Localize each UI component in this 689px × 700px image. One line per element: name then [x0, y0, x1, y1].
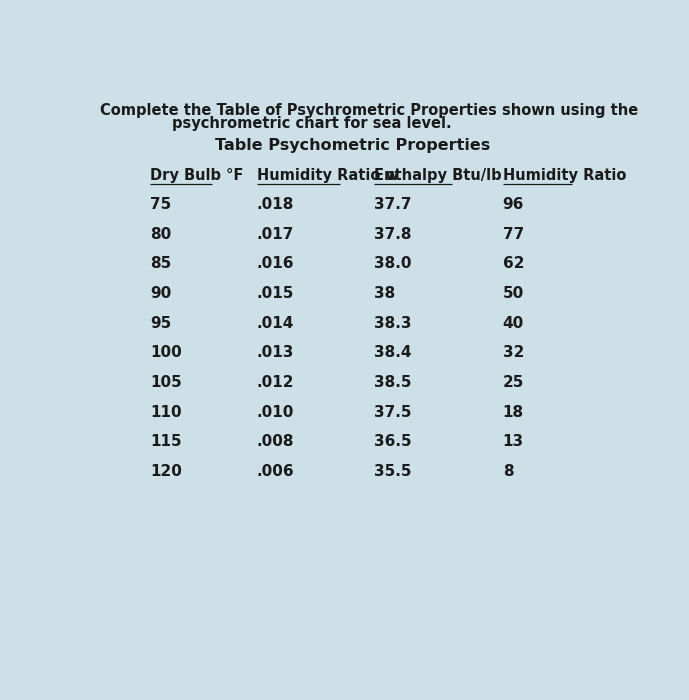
Text: 35.5: 35.5	[375, 464, 412, 479]
Text: Dry Bulb °F: Dry Bulb °F	[150, 167, 244, 183]
Text: 90: 90	[150, 286, 172, 301]
Text: Humidity Ratio: Humidity Ratio	[503, 167, 626, 183]
Text: 50: 50	[503, 286, 524, 301]
Text: .006: .006	[257, 464, 295, 479]
Text: 62: 62	[503, 256, 524, 272]
Text: 18: 18	[503, 405, 524, 420]
Text: .012: .012	[257, 375, 294, 390]
Text: 95: 95	[150, 316, 172, 331]
Text: psychrometric chart for sea level.: psychrometric chart for sea level.	[172, 116, 451, 132]
Text: 32: 32	[503, 345, 524, 361]
Text: 8: 8	[503, 464, 513, 479]
Text: .008: .008	[257, 434, 294, 449]
Text: 38.4: 38.4	[375, 345, 412, 361]
Text: 110: 110	[150, 405, 182, 420]
Text: 36.5: 36.5	[375, 434, 412, 449]
Text: .013: .013	[257, 345, 294, 361]
Text: 105: 105	[150, 375, 182, 390]
Text: 100: 100	[150, 345, 182, 361]
Text: Enthalpy Btu/lb: Enthalpy Btu/lb	[375, 167, 502, 183]
Text: 37.5: 37.5	[375, 405, 412, 420]
Text: 77: 77	[503, 227, 524, 242]
Text: 38.3: 38.3	[375, 316, 412, 331]
Text: .017: .017	[257, 227, 294, 242]
Text: 40: 40	[503, 316, 524, 331]
Text: 25: 25	[503, 375, 524, 390]
Text: 37.8: 37.8	[375, 227, 412, 242]
Text: .018: .018	[257, 197, 294, 212]
Text: 120: 120	[150, 464, 182, 479]
Text: 38: 38	[375, 286, 395, 301]
Text: 38.5: 38.5	[375, 375, 412, 390]
Text: Humidity Ratio w: Humidity Ratio w	[257, 167, 399, 183]
Text: .014: .014	[257, 316, 294, 331]
Text: Table Psychometric Properties: Table Psychometric Properties	[216, 138, 491, 153]
Text: .010: .010	[257, 405, 294, 420]
Text: 75: 75	[150, 197, 172, 212]
Text: Complete the Table of Psychrometric Properties shown using the: Complete the Table of Psychrometric Prop…	[100, 103, 638, 118]
Text: .015: .015	[257, 286, 294, 301]
Text: .016: .016	[257, 256, 294, 272]
Text: 13: 13	[503, 434, 524, 449]
Text: 115: 115	[150, 434, 182, 449]
Text: 37.7: 37.7	[375, 197, 412, 212]
Text: 80: 80	[150, 227, 172, 242]
Text: 85: 85	[150, 256, 172, 272]
Text: 38.0: 38.0	[375, 256, 412, 272]
Text: 96: 96	[503, 197, 524, 212]
